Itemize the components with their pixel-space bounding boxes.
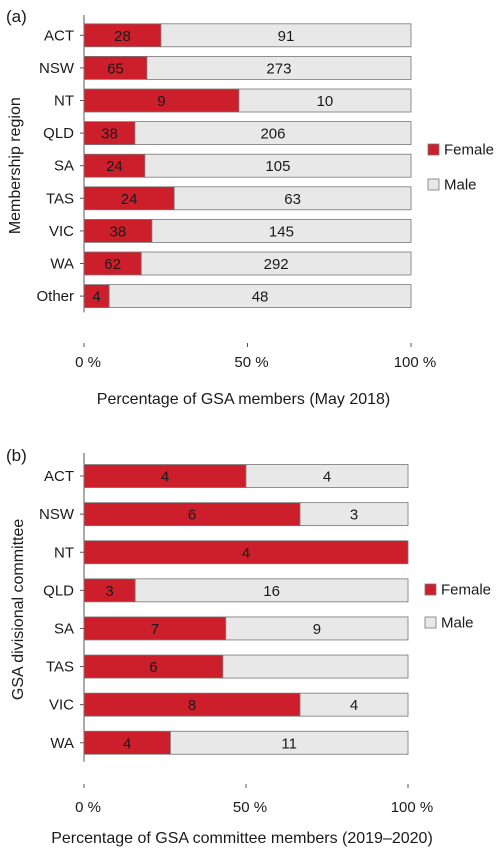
chart1-bar-male-act xyxy=(160,23,412,48)
chart1-x-tick-label: 100 % xyxy=(394,354,437,371)
chart2-bar-male-qld xyxy=(134,578,409,603)
chart1-bar-male-vic xyxy=(151,218,412,243)
chart1-bar-male-qld xyxy=(134,121,412,145)
chart2-bar-male-sa xyxy=(225,616,409,641)
chart1-value-label-female-other: 4 xyxy=(92,289,100,306)
chart2-x-tick-label: 50 % xyxy=(233,799,267,816)
chart1-legend-label-male: Male xyxy=(444,177,477,194)
chart1-category-label-nt: NT xyxy=(54,93,74,110)
chart1-value-label-male-nt: 10 xyxy=(317,93,334,110)
chart2-legend-label-female: Female xyxy=(441,582,491,599)
chart1-value-label-male-sa: 105 xyxy=(265,158,290,175)
chart1-category-label-sa: SA xyxy=(54,158,74,175)
chart1-value-label-female-tas: 24 xyxy=(121,191,138,208)
chart2-bar-male-nsw xyxy=(299,502,409,527)
chart1-value-label-female-sa: 24 xyxy=(106,158,123,175)
chart2-x-axis-title: Percentage of GSA committee members (201… xyxy=(51,830,433,847)
chart1-value-label-male-wa: 292 xyxy=(264,256,289,273)
chart2-category-label-qld: QLD xyxy=(43,582,74,599)
chart2-legend-swatch-male xyxy=(424,616,437,629)
chart2-value-label-female-nt: 4 xyxy=(242,545,250,562)
chart1-bar-male-nt xyxy=(238,88,412,113)
chart1-bar-male-wa xyxy=(140,251,412,276)
chart2-value-label-female-act: 4 xyxy=(161,469,169,486)
chart2-bar-male-wa xyxy=(169,730,409,755)
chart1-category-label-tas: TAS xyxy=(46,190,74,207)
chart1-value-label-female-nt: 9 xyxy=(157,93,165,110)
chart2-panel-label: (b) xyxy=(6,446,27,465)
chart1-value-label-male-vic: 145 xyxy=(269,223,294,240)
chart2-category-label-nt: NT xyxy=(54,544,74,561)
chart1-x-tick-label: 0 % xyxy=(75,354,101,371)
chart1-category-label-vic: VIC xyxy=(49,223,74,240)
chart2-bar-male-tas xyxy=(222,654,409,679)
chart1-value-label-male-nsw: 273 xyxy=(266,60,291,77)
chart1-value-label-male-act: 91 xyxy=(278,28,295,45)
chart1-value-label-male-qld: 206 xyxy=(260,126,285,143)
chart1-x-axis-title: Percentage of GSA members (May 2018) xyxy=(97,391,390,408)
chart2-value-label-female-vic: 8 xyxy=(188,697,196,714)
chart1-value-label-male-tas: 63 xyxy=(284,191,301,208)
chart1-y-axis-title: Membership region xyxy=(7,97,24,234)
chart2-value-label-male-sa: 9 xyxy=(313,621,321,638)
chart1-value-label-male-other: 48 xyxy=(252,289,269,306)
chart2-x-tick-label: 0 % xyxy=(75,799,101,816)
chart2-value-label-male-act: 4 xyxy=(323,469,331,486)
chart1-panel-label: (a) xyxy=(6,7,27,26)
chart1-category-label-act: ACT xyxy=(44,27,74,44)
chart2-value-label-female-sa: 7 xyxy=(151,621,159,638)
chart2-category-label-tas: TAS xyxy=(46,659,74,676)
chart2-category-label-nsw: NSW xyxy=(39,506,75,523)
chart2-value-label-female-tas: 6 xyxy=(149,659,157,676)
chart1-value-label-female-qld: 38 xyxy=(101,126,118,143)
chart2-value-label-male-qld: 16 xyxy=(263,583,280,600)
chart1-value-label-female-wa: 62 xyxy=(104,256,121,273)
chart2-bar-male-act xyxy=(245,464,409,488)
chart1-value-label-female-vic: 38 xyxy=(110,223,127,240)
chart1-category-label-wa: WA xyxy=(50,256,74,273)
chart2-legend-swatch-female xyxy=(424,583,437,596)
chart1-value-label-female-act: 28 xyxy=(114,28,131,45)
chart1-legend-swatch-male xyxy=(427,178,440,191)
chart1-legend-label-female: Female xyxy=(444,142,494,159)
chart1-category-label-nsw: NSW xyxy=(39,60,75,77)
chart2-bar-male-vic xyxy=(299,692,409,717)
chart2-value-label-female-qld: 3 xyxy=(105,583,113,600)
chart1-value-label-female-nsw: 65 xyxy=(107,60,124,77)
chart1-bar-male-nsw xyxy=(146,56,412,80)
chart1-bar-male-tas xyxy=(173,186,412,211)
chart1-bar-male-sa xyxy=(144,153,412,178)
chart2-value-label-female-wa: 4 xyxy=(123,735,131,752)
chart2-category-label-vic: VIC xyxy=(49,697,74,714)
chart2-x-tick-label: 100 % xyxy=(391,799,434,816)
chart2-y-axis-title: GSA divisional committee xyxy=(10,519,27,701)
chart1-category-label-other: Other xyxy=(36,288,74,305)
chart2-legend-label-male: Male xyxy=(441,615,474,632)
chart2-category-label-sa: SA xyxy=(54,620,74,637)
chart2-category-label-wa: WA xyxy=(50,735,74,752)
chart2-category-label-act: ACT xyxy=(44,468,74,485)
chart1-x-tick-label: 50 % xyxy=(234,354,268,371)
chart1-legend-swatch-female xyxy=(427,143,440,156)
chart2-value-label-male-nsw: 3 xyxy=(350,507,358,524)
chart2-value-label-male-wa: 11 xyxy=(281,735,297,752)
chart1-bar-male-other xyxy=(108,284,412,309)
chart2-bar-female-nt xyxy=(83,540,409,565)
chart1-category-label-qld: QLD xyxy=(43,125,74,142)
chart2-value-label-male-vic: 4 xyxy=(350,697,358,714)
chart2-value-label-female-nsw: 6 xyxy=(188,507,196,524)
